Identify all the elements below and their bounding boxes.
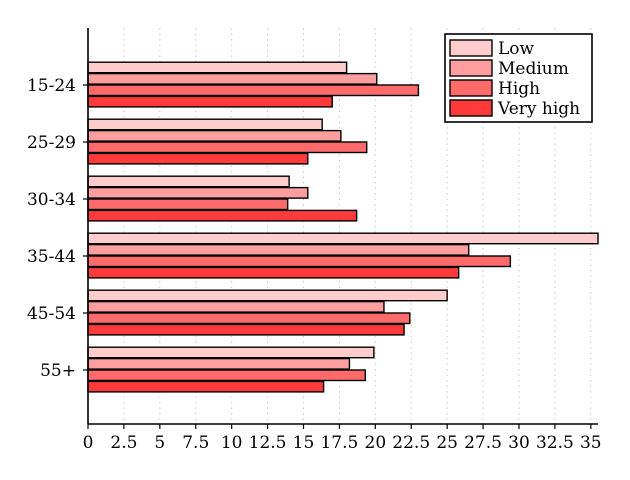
bar-15-24-very-high — [87, 95, 333, 108]
bar-45-54-very-high — [87, 323, 405, 336]
bar-25-29-very-high — [87, 152, 309, 165]
bar-30-34-low — [87, 175, 290, 188]
y-tick-label: 35-44 — [27, 247, 76, 267]
bar-25-29-low — [87, 118, 323, 131]
x-tick-label: 10 — [221, 433, 243, 453]
bar-30-34-high — [87, 198, 289, 211]
y-tick-label: 55+ — [40, 361, 76, 381]
bar-35-44-low — [87, 232, 599, 245]
x-tick-label: 15 — [293, 433, 315, 453]
y-tick-label: 15-24 — [27, 76, 76, 96]
legend-label: Very high — [497, 99, 580, 119]
bar-55+-very-high — [87, 380, 325, 393]
legend-swatch — [449, 79, 493, 97]
x-tick-label: 2.5 — [110, 433, 137, 453]
legend-label: High — [498, 79, 540, 99]
bar-15-24-low — [87, 61, 348, 74]
y-tick-label: 25-29 — [27, 133, 76, 153]
bar-35-44-medium — [87, 243, 470, 256]
legend-swatch — [449, 59, 493, 77]
x-tick-label: 27.5 — [464, 433, 502, 453]
bar-35-44-high — [87, 255, 512, 268]
bar-30-34-very-high — [87, 209, 358, 222]
bar-55+-medium — [87, 357, 351, 370]
bar-15-24-high — [87, 84, 420, 97]
x-tick-label: 7.5 — [182, 433, 209, 453]
bar-55+-high — [87, 369, 366, 382]
axes: 0 2.5 5 7.5 10 12.5 15 17.5 20 22.5 25 27.5 30 32.5 35… — [27, 28, 602, 453]
x-tick-label: 25 — [436, 433, 458, 453]
x-tick-label: 32.5 — [536, 433, 574, 453]
x-tick-label: 20 — [365, 433, 387, 453]
bar-55+-low — [87, 346, 375, 359]
bar-25-29-medium — [87, 129, 342, 142]
bar-15-24-medium — [87, 72, 378, 85]
x-tick-label: 35 — [580, 433, 602, 453]
x-tick-label: 30 — [508, 433, 530, 453]
x-tick-label: 12.5 — [249, 433, 287, 453]
bar-25-29-high — [87, 141, 368, 154]
bar-45-54-low — [87, 289, 448, 302]
y-tick-label: 30-34 — [27, 190, 76, 210]
x-tick-label: 17.5 — [320, 433, 358, 453]
bar-45-54-high — [87, 312, 411, 325]
x-tick-label: 0 — [83, 433, 94, 453]
bar-30-34-medium — [87, 186, 309, 199]
legend-swatch — [449, 99, 493, 117]
legend-swatch — [449, 39, 493, 57]
bar-35-44-very-high — [87, 266, 460, 279]
y-tick-label: 45-54 — [27, 304, 76, 324]
legend-label: Low — [498, 39, 535, 59]
legend-label: Medium — [498, 59, 569, 79]
bar-45-54-medium — [87, 300, 385, 313]
x-tick-label: 5 — [154, 433, 165, 453]
x-tick-label: 22.5 — [392, 433, 430, 453]
